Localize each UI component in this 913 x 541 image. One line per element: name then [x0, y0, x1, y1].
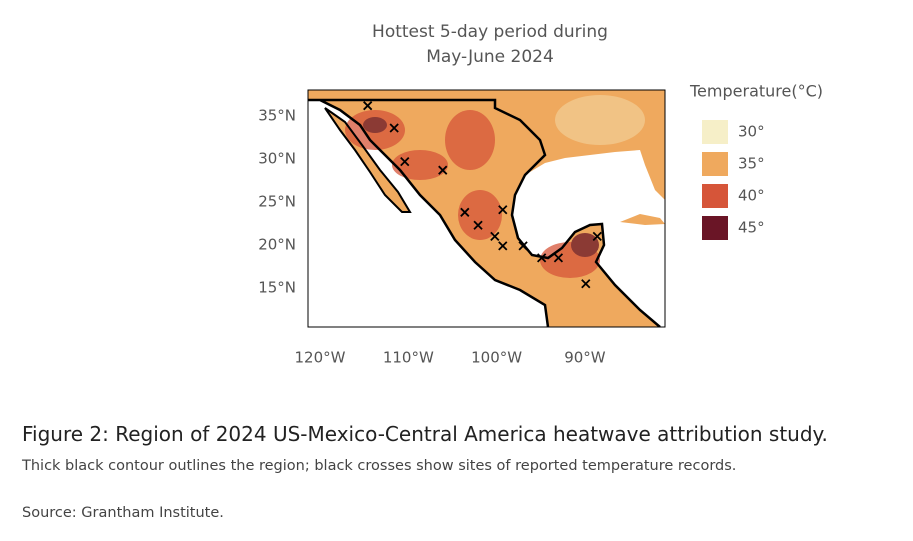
site-cross — [473, 220, 483, 230]
site-markers — [363, 101, 602, 289]
caption-text: Thick black contour outlines the region;… — [22, 458, 737, 474]
site-cross — [498, 241, 508, 251]
heat-hotspots — [345, 95, 645, 278]
caption-heading: Figure 2: Region of 2024 US-Mexico-Centr… — [22, 422, 828, 446]
legend-swatch — [702, 120, 728, 144]
site-cross — [581, 279, 591, 289]
site-cross — [498, 205, 508, 215]
legend-swatch — [702, 184, 728, 208]
map-area — [308, 90, 665, 327]
site-cross — [518, 241, 528, 251]
lat-tick-label: 20°N — [258, 236, 296, 254]
legend-label: 45° — [738, 219, 765, 237]
axis-labels: 120°W 110°W 100°W 90°W 35°N 30°N 25°N 20°N 15°N — [258, 107, 606, 367]
lon-tick-label: 90°W — [564, 349, 606, 367]
site-cross — [553, 253, 564, 263]
site-cross — [460, 207, 470, 217]
map-title: Hottest 5-day period during — [372, 22, 608, 42]
caption-source: Source: Grantham Institute. — [22, 505, 224, 521]
lon-tick-label: 120°W — [295, 349, 346, 367]
legend-label: 35° — [738, 155, 765, 173]
site-cross — [438, 165, 448, 175]
site-cross — [400, 156, 410, 167]
legend-swatch — [702, 152, 728, 176]
lon-tick-label: 110°W — [383, 349, 434, 367]
site-cross — [592, 231, 602, 242]
lat-tick-label: 15°N — [258, 279, 296, 297]
cuba — [620, 214, 665, 225]
lat-tick-label: 35°N — [258, 107, 296, 125]
site-cross — [363, 101, 373, 111]
legend-title: Temperature(°C) — [689, 82, 823, 101]
lat-tick-label: 25°N — [258, 193, 296, 211]
map-frame — [307, 89, 666, 328]
map-title: May-June 2024 — [426, 47, 554, 67]
site-cross — [389, 123, 399, 133]
legend-label: 40° — [738, 187, 765, 205]
map-figure: Hottest 5-day period during May-June 202… — [258, 22, 823, 367]
lat-tick-label: 30°N — [258, 150, 296, 168]
site-cross — [490, 231, 500, 242]
legend-swatch — [702, 216, 728, 240]
legend: 30° 35° 40° 45° — [702, 120, 765, 240]
site-cross — [536, 253, 547, 263]
lon-tick-label: 100°W — [471, 349, 522, 367]
study-region-contour — [308, 98, 661, 327]
study-region-contour — [324, 107, 412, 213]
legend-label: 30° — [738, 123, 765, 141]
